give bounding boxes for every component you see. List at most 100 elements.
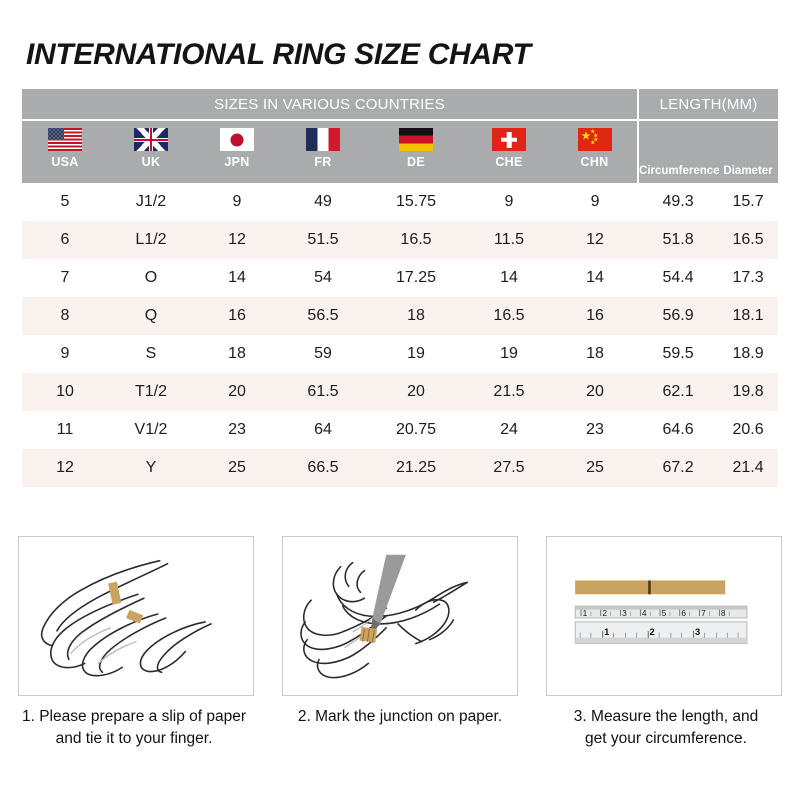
cell-diameter: 16.5 (718, 221, 779, 259)
flag-usa-icon (48, 128, 82, 151)
svg-text:2: 2 (602, 608, 607, 618)
cell-jpn: 16 (194, 297, 280, 335)
cell-fr: 59 (280, 335, 366, 373)
cell-de: 16.5 (366, 221, 466, 259)
table-body: 5 J1/2 9 49 15.75 9 9 49.3 15.7 6 L1/2 1… (22, 183, 779, 487)
flag-switzerland-icon (492, 128, 526, 151)
cell-usa: 11 (22, 411, 108, 449)
cell-circumference: 64.6 (638, 411, 719, 449)
table-group-header-row: SIZES IN VARIOUS COUNTRIES LENGTH(MM) (22, 89, 779, 121)
flag-china-icon: ★ ★ ★ ★ ★ (577, 128, 612, 151)
cell-diameter: 19.8 (718, 373, 779, 411)
country-code-chn: CHN (580, 155, 609, 169)
cell-de: 21.25 (366, 449, 466, 487)
cell-uk: T1/2 (108, 373, 194, 411)
instruction-panel-1 (18, 536, 254, 696)
cell-usa: 12 (22, 449, 108, 487)
ring-size-table: SIZES IN VARIOUS COUNTRIES LENGTH(MM) US… (22, 89, 779, 487)
cell-diameter: 15.7 (718, 183, 779, 221)
caption-step-3-line-2: get your circumference. (585, 730, 747, 747)
cell-fr: 56.5 (280, 297, 366, 335)
cell-uk: L1/2 (108, 221, 194, 259)
table-row: 6 L1/2 12 51.5 16.5 11.5 12 51.8 16.5 (22, 221, 779, 259)
svg-text:2: 2 (650, 627, 655, 637)
column-header-chn: ★ ★ ★ ★ ★ CHN (552, 120, 640, 183)
svg-text:6: 6 (681, 608, 686, 618)
cell-fr: 66.5 (280, 449, 366, 487)
cell-circumference: 56.9 (638, 297, 719, 335)
svg-text:7: 7 (701, 608, 706, 618)
column-header-jpn: JPN (194, 120, 280, 183)
cell-usa: 6 (22, 221, 108, 259)
cell-che: 24 (466, 411, 552, 449)
flag-france-icon (306, 128, 340, 151)
table-row: 11 V1/2 23 64 20.75 24 23 64.6 20.6 (22, 411, 779, 449)
cell-chn: 18 (552, 335, 639, 373)
cell-fr: 64 (280, 411, 366, 449)
column-header-usa: USA (22, 120, 108, 183)
svg-text:3: 3 (622, 608, 627, 618)
caption-step-1-line-2: and tie it to your finger. (55, 730, 213, 747)
table-row: 5 J1/2 9 49 15.75 9 9 49.3 15.7 (22, 183, 779, 221)
svg-text:1: 1 (604, 627, 609, 637)
cell-jpn: 23 (194, 411, 280, 449)
caption-step-1: 1. Please prepare a slip of paper and ti… (8, 706, 260, 750)
sublabel-circumference: Circumference (639, 164, 720, 177)
hand-with-paper-strip-illustration (40, 559, 212, 677)
table-row: 9 S 18 59 19 19 18 59.5 18.9 (22, 335, 779, 373)
group-header-length: LENGTH(MM) (638, 89, 779, 121)
cell-jpn: 9 (194, 183, 280, 221)
column-header-de: DE (366, 120, 466, 183)
cell-uk: Y (108, 449, 194, 487)
cell-che: 9 (466, 183, 552, 221)
svg-text:1: 1 (583, 608, 588, 618)
cell-jpn: 14 (194, 259, 280, 297)
country-code-jpn: JPN (224, 155, 250, 169)
cell-chn: 20 (552, 373, 639, 411)
column-header-circumference: Circumference (638, 120, 720, 183)
cell-de: 18 (366, 297, 466, 335)
instruction-panels: 1 2 3 4 5 6 7 8 (18, 536, 782, 696)
cell-circumference: 67.2 (638, 449, 719, 487)
ruler-imperial: 1 2 3 (574, 621, 748, 644)
cell-uk: V1/2 (108, 411, 194, 449)
cell-chn: 25 (552, 449, 639, 487)
cell-circumference: 51.8 (638, 221, 719, 259)
country-code-uk: UK (141, 155, 161, 169)
table-row: 8 Q 16 56.5 18 16.5 16 56.9 18.1 (22, 297, 779, 335)
caption-step-2: 2. Mark the junction on paper. (274, 706, 526, 750)
column-header-diameter: Diameter (718, 120, 779, 183)
cell-chn: 16 (552, 297, 639, 335)
junction-mark (648, 580, 651, 595)
cell-usa: 5 (22, 183, 108, 221)
svg-text:8: 8 (721, 608, 726, 618)
country-code-fr: FR (314, 155, 332, 169)
flag-germany-icon (399, 128, 433, 151)
cell-diameter: 17.3 (718, 259, 779, 297)
cell-uk: S (108, 335, 194, 373)
cell-che: 27.5 (466, 449, 552, 487)
table-row: 12 Y 25 66.5 21.25 27.5 25 67.2 21.4 (22, 449, 779, 487)
ruler-measuring-strip-illustration: 1 2 3 4 5 6 7 8 (574, 580, 748, 644)
cell-che: 16.5 (466, 297, 552, 335)
caption-step-2-line-1: 2. Mark the junction on paper. (297, 708, 503, 725)
table-row: 10 T1/2 20 61.5 20 21.5 20 62.1 19.8 (22, 373, 779, 411)
cell-diameter: 18.9 (718, 335, 779, 373)
cell-chn: 14 (552, 259, 639, 297)
cell-usa: 7 (22, 259, 108, 297)
cell-che: 11.5 (466, 221, 552, 259)
cell-chn: 12 (552, 221, 639, 259)
flag-japan-icon (220, 128, 254, 151)
table-row: 7 O 14 54 17.25 14 14 54.4 17.3 (22, 259, 779, 297)
cell-uk: Q (108, 297, 194, 335)
cell-uk: J1/2 (108, 183, 194, 221)
ruler-metric: 1 2 3 4 5 6 7 8 (574, 605, 748, 619)
column-header-fr: FR (280, 120, 366, 183)
cell-jpn: 12 (194, 221, 280, 259)
column-header-uk: UK (108, 120, 194, 183)
cell-de: 17.25 (366, 259, 466, 297)
cell-diameter: 20.6 (718, 411, 779, 449)
cell-de: 20.75 (366, 411, 466, 449)
cell-diameter: 18.1 (718, 297, 779, 335)
caption-step-3: 3. Measure the length, and get your circ… (540, 706, 792, 750)
